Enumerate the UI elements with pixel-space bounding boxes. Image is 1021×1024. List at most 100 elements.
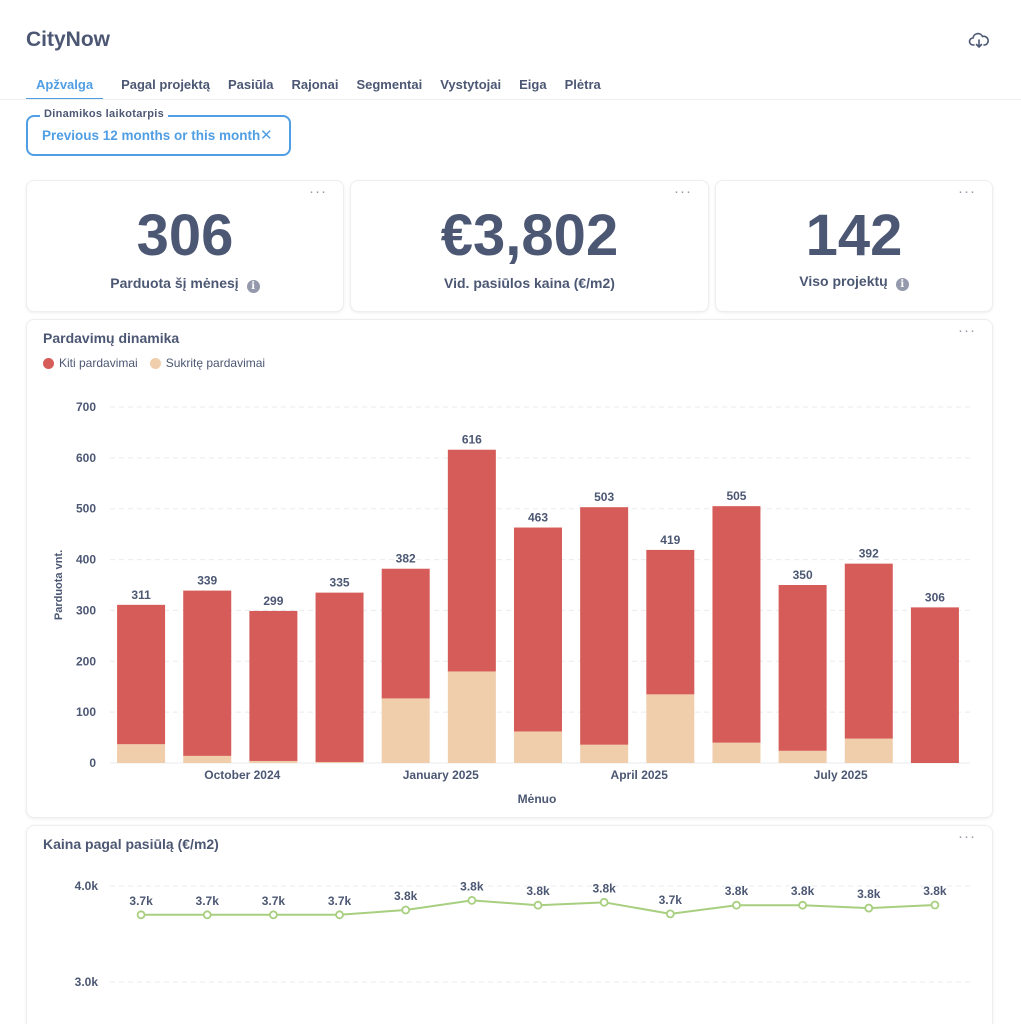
bar-total-label: 311 — [131, 588, 151, 602]
price-point — [467, 896, 477, 905]
bar-segment-other — [580, 507, 629, 745]
more-dots-icon[interactable]: ··· — [958, 322, 976, 339]
price-point — [202, 910, 212, 920]
bar-segment-other — [646, 549, 695, 695]
more-dots-icon[interactable]: ··· — [674, 183, 692, 200]
bar-total-label: 335 — [330, 576, 350, 590]
bar-segment-fallen — [514, 731, 562, 763]
price-point-label: 3.8k — [923, 884, 947, 898]
price-point-label: 3.8k — [592, 881, 616, 895]
y-tick-label: 200 — [76, 654, 96, 668]
bar-segment-other — [183, 590, 232, 756]
kpi-value: 142 — [805, 203, 903, 268]
y-tick-label: 4.0k — [75, 879, 99, 893]
y-tick-label: 400 — [76, 553, 96, 567]
y-tick-label: 0 — [89, 756, 96, 770]
legend-item-kiti[interactable]: Kiti pardavimai — [43, 356, 138, 370]
info-icon[interactable]: i — [895, 278, 909, 291]
x-axis-title: Mėnuo — [518, 792, 557, 806]
info-icon[interactable]: i — [246, 280, 260, 293]
price-line-chart: 4.0k 3.0k 3.7k 3.7k 3.7k 3.7k 3.8k 3.8k 3.8k 3.8k… — [75, 879, 970, 989]
price-point-label: 3.7k — [659, 893, 683, 907]
more-dots-icon[interactable]: ··· — [958, 828, 976, 845]
price-point — [732, 900, 741, 910]
bar-total-label: 392 — [859, 547, 879, 561]
bar-segment-fallen — [249, 760, 298, 763]
sales-chart-card: ··· Pardavimų dinamika Kiti pardavimai S… — [26, 319, 993, 818]
x-tick-label: April 2025 — [611, 768, 669, 782]
kpi-label: Parduota šį mėnesį — [110, 275, 239, 291]
price-point-label: 3.7k — [262, 894, 286, 908]
app-title: CityNow — [26, 28, 110, 51]
bar-segment-fallen — [183, 755, 232, 763]
bar-segment-other — [844, 563, 893, 739]
bar-segment-other — [315, 592, 364, 762]
tab-eiga[interactable]: Eiga — [519, 77, 547, 92]
kpi-value: 306 — [136, 203, 234, 268]
y-tick-label: 700 — [76, 400, 96, 414]
kpi-label: Viso projektų — [799, 273, 888, 289]
cloud-download-icon[interactable] — [968, 30, 990, 52]
tab-pagal-projekta[interactable]: Pagal projektą — [121, 77, 210, 92]
price-point — [136, 910, 146, 920]
more-dots-icon[interactable]: ··· — [309, 183, 327, 200]
x-tick-label: January 2025 — [403, 768, 479, 782]
price-point-label: 3.8k — [460, 879, 484, 893]
tab-apzvalga[interactable]: Apžvalga — [26, 72, 104, 100]
bar-total-label: 616 — [462, 433, 482, 447]
bar-segment-fallen — [447, 671, 496, 763]
legend-item-sukrite[interactable]: Sukritę pardavimai — [149, 356, 266, 370]
tab-vystytojai[interactable]: Vystytojai — [440, 77, 502, 92]
bar-total-label: 350 — [793, 568, 813, 582]
chart-title: Kaina pagal pasiūlą (€/m2) — [43, 836, 219, 852]
bar-total-label: 463 — [528, 511, 548, 525]
legend-label: Kiti pardavimai — [59, 356, 138, 370]
chart-legend: Kiti pardavimai Sukritę pardavimai — [43, 356, 277, 370]
kpi-value: €3,802 — [440, 203, 619, 268]
more-dots-icon[interactable]: ··· — [958, 183, 976, 200]
price-point — [599, 897, 609, 907]
bar-total-label: 505 — [726, 489, 746, 503]
bar-segment-other — [910, 607, 959, 763]
price-point-label: 3.7k — [129, 894, 153, 908]
bar-segment-fallen — [315, 761, 364, 763]
tab-rajonai[interactable]: Rajonai — [291, 77, 339, 92]
bar-segment-fallen — [712, 742, 761, 763]
price-point — [401, 905, 411, 915]
y-tick-label: 500 — [76, 502, 96, 516]
x-tick-label: July 2025 — [814, 768, 868, 782]
price-point — [533, 900, 543, 910]
y-tick-label: 100 — [76, 705, 96, 719]
bar-total-label: 503 — [594, 490, 614, 504]
bar-segment-other — [514, 527, 562, 732]
bar-segment-other — [249, 610, 298, 761]
bar-total-label: 339 — [197, 574, 217, 588]
price-point-label: 3.8k — [526, 884, 550, 898]
tab-pletra[interactable]: Plėtra — [564, 77, 601, 92]
bar-segment-other — [381, 568, 430, 699]
price-point — [930, 900, 940, 910]
price-point — [864, 903, 874, 913]
price-chart-card: ··· Kaina pagal pasiūlą (€/m2) 4.0k 3.0k 3… — [26, 825, 993, 1024]
kpi-card-sold: ··· 306 Parduota šį mėnesį i — [26, 180, 344, 312]
close-icon[interactable]: ✕ — [260, 127, 273, 144]
chart-title: Pardavimų dinamika — [43, 330, 180, 346]
price-point-label: 3.8k — [394, 889, 418, 903]
kpi-label: Vid. pasiūlos kaina (€/m2) — [444, 275, 615, 291]
filter-value: Previous 12 months or this month — [42, 128, 261, 143]
price-point-label: 3.8k — [857, 887, 881, 901]
bar-segment-fallen — [646, 694, 695, 763]
price-point-label: 3.7k — [196, 894, 220, 908]
bar-segment-fallen — [381, 698, 430, 763]
tab-pasiula[interactable]: Pasiūla — [227, 77, 274, 92]
price-point — [335, 910, 344, 920]
bar-segment-other — [447, 449, 496, 672]
y-axis-title: Parduota vnt. — [53, 550, 65, 620]
bar-total-label: 306 — [925, 590, 945, 604]
bar-segment-fallen — [117, 744, 166, 763]
legend-label: Sukritę pardavimai — [165, 356, 266, 370]
tab-bar: Apžvalga Pagal projektą Pasiūla Rajonai … — [26, 72, 610, 100]
legend-dot — [149, 357, 161, 369]
period-filter[interactable]: Dinamikos laikotarpis Previous 12 months… — [26, 108, 291, 156]
tab-segmentai[interactable]: Segmentai — [356, 77, 423, 92]
